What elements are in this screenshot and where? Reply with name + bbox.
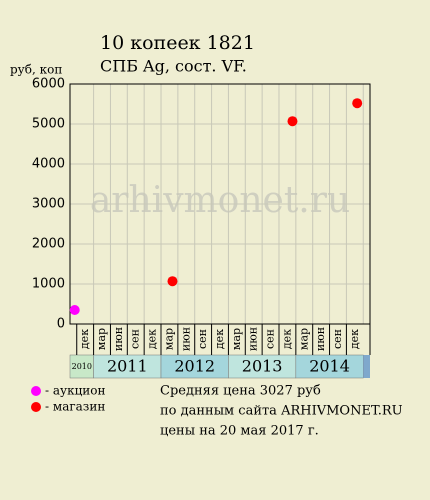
y-tick-label: 0 [57,317,65,332]
x-tick-label: дек [213,329,226,349]
note: Средняя цена 3027 руб [160,384,321,399]
x-tick-label: июн [179,327,192,351]
y-tick-label: 2000 [32,237,65,252]
legend-label: - аукцион [45,384,106,398]
plot-frame [69,83,371,325]
x-tick-label: мар [162,328,175,350]
x-tick-label: июн [247,327,260,351]
point [352,98,363,109]
point [287,116,298,127]
year-label: 2012 [174,357,215,376]
note: по данным сайта ARHIVMONET.RU [160,404,403,419]
x-tick-label: дек [348,329,361,349]
x-tick-label: сен [129,329,142,349]
x-tick-label: дек [280,329,293,349]
legend-marker [31,402,41,412]
x-tick-label: дек [78,329,91,349]
y-tick-label: 3000 [32,197,65,212]
year-label: 2013 [242,357,283,376]
x-tick-label: сен [264,329,277,349]
x-tick-label: мар [297,328,310,350]
year-band-end [363,355,370,378]
x-tick-label: мар [230,328,243,350]
y-tick-label: 1000 [32,277,65,292]
y-tick-label: 6000 [32,77,65,92]
point [69,305,80,315]
year-label: 2014 [309,357,350,376]
x-tick-label: сен [196,329,209,349]
x-tick-label: июн [112,327,125,351]
year-label: 2011 [107,357,148,376]
x-tick-label: дек [146,329,159,349]
y-tick-label: 4000 [32,157,65,172]
note: цены на 20 мая 2017 г. [160,424,319,439]
chart-title: 10 копеек 1821 [100,32,255,54]
y-tick-label: 5000 [32,117,65,132]
year-label: 2010 [72,362,92,371]
x-tick-label: июн [314,327,327,351]
x-tick-label: мар [95,328,108,350]
y-axis-label: руб, коп [10,63,62,77]
x-tick-label: сен [331,329,344,349]
point [167,276,178,287]
legend-label: - магазин [45,400,105,414]
legend-marker [31,386,41,396]
watermark: arhivmonet.ru [90,180,350,221]
chart-subtitle: СПБ Ag, сост. VF. [100,57,247,76]
